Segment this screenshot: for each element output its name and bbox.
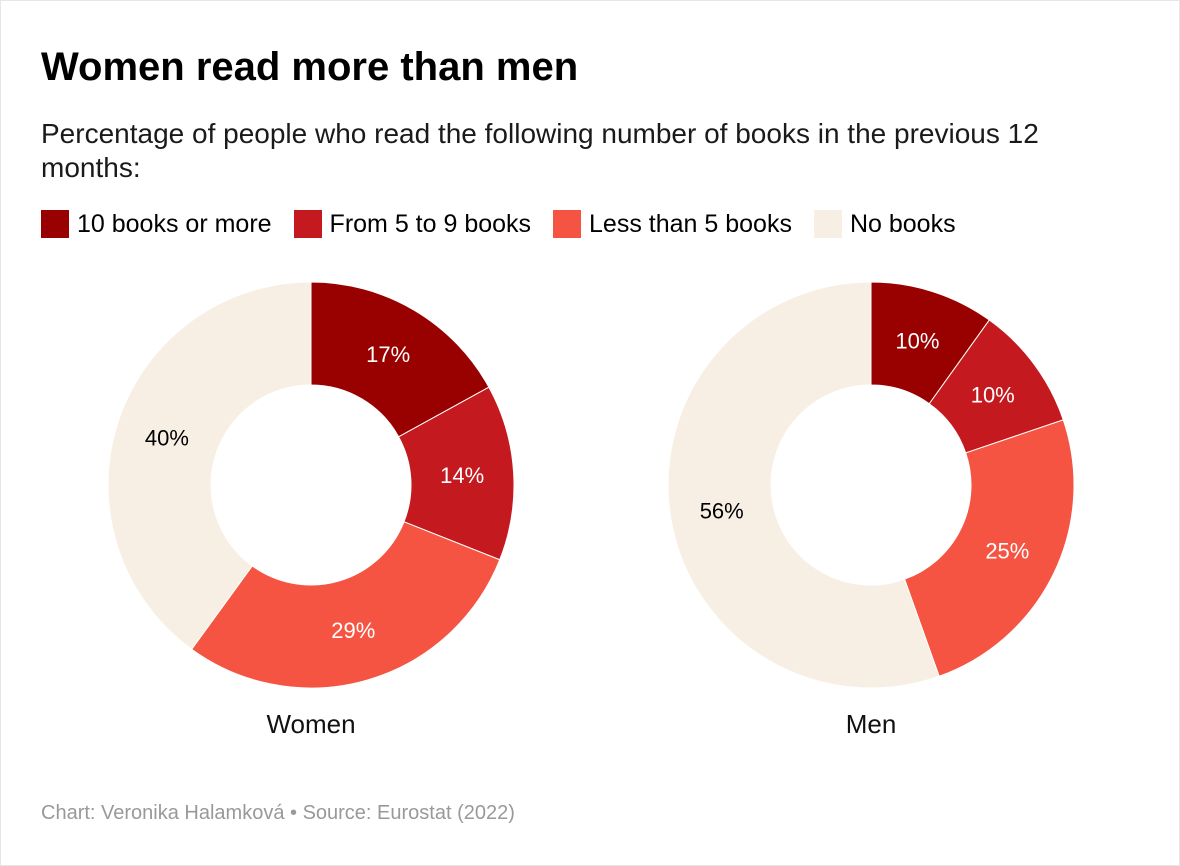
legend: 10 books or more From 5 to 9 books Less … bbox=[41, 208, 978, 240]
legend-item-10-plus: 10 books or more bbox=[41, 208, 272, 240]
women-slice-10-books-or-more bbox=[310, 281, 490, 438]
women-slice-no-books bbox=[107, 281, 312, 650]
women-label-from-5-to-9-books: 14% bbox=[440, 463, 484, 488]
legend-item-no-books: No books bbox=[813, 208, 956, 240]
chart-subtitle: Percentage of people who read the follow… bbox=[41, 118, 1039, 183]
legend-swatch bbox=[41, 210, 69, 238]
men-label-10-books-or-more: 10% bbox=[895, 328, 939, 353]
men-label-from-5-to-9-books: 10% bbox=[971, 382, 1015, 407]
women-slice-from-5-to-9-books bbox=[397, 386, 515, 561]
women-slice-less-than-5-books bbox=[190, 521, 501, 689]
women-donut: 17% 14% 29% 40% bbox=[107, 281, 515, 689]
legend-label: No books bbox=[849, 210, 956, 238]
legend-swatch bbox=[553, 210, 582, 238]
men-label-less-than-5-books: 25% bbox=[985, 539, 1029, 564]
legend-swatch bbox=[293, 210, 322, 238]
chart-title: Women read more than men bbox=[41, 45, 579, 89]
legend-label: 10 books or more bbox=[77, 210, 272, 238]
men-slice-no-books bbox=[667, 281, 940, 689]
legend-item-5-to-9: From 5 to 9 books bbox=[293, 208, 532, 240]
men-slice-less-than-5-books bbox=[903, 419, 1075, 677]
legend-label: Less than 5 books bbox=[589, 210, 792, 238]
women-chart-caption: Women bbox=[266, 709, 356, 739]
legend-swatch bbox=[813, 210, 842, 238]
men-label-no-books: 56% bbox=[700, 498, 744, 523]
legend-item-less-than-5: Less than 5 books bbox=[553, 208, 792, 240]
men-donut: 10% 10% 25% 56% bbox=[667, 281, 1075, 689]
legend-label: From 5 to 9 books bbox=[329, 210, 532, 238]
men-chart-caption: Men bbox=[845, 709, 897, 739]
women-label-less-than-5-books: 29% bbox=[331, 618, 375, 643]
source-note: Chart: Veronika Halamková • Source: Euro… bbox=[41, 802, 515, 824]
women-label-10-books-or-more: 17% bbox=[366, 342, 410, 367]
women-label-no-books: 40% bbox=[145, 426, 189, 451]
